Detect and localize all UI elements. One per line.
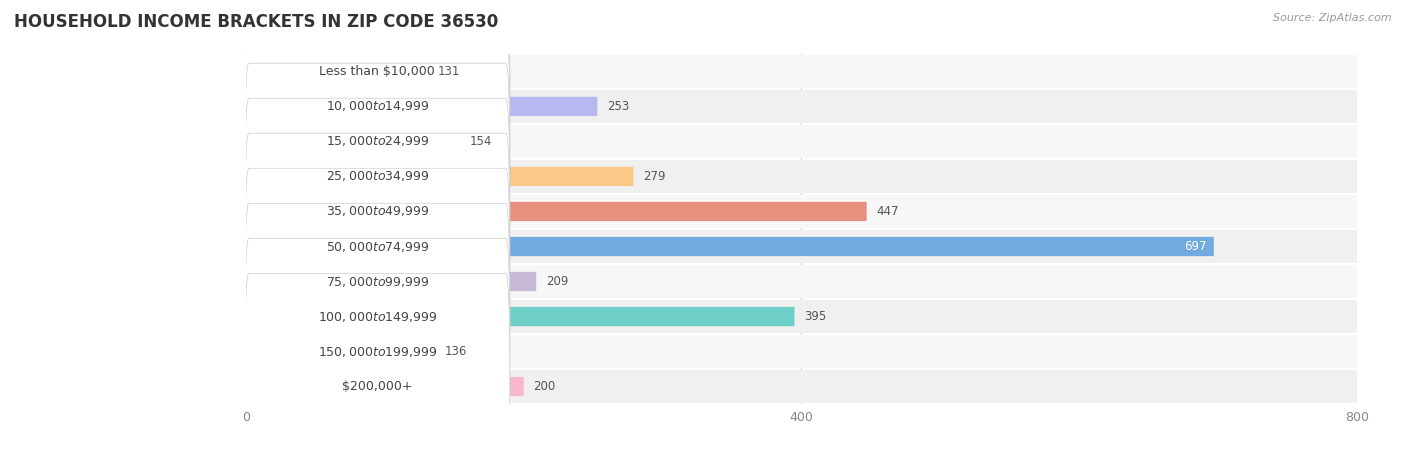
FancyBboxPatch shape xyxy=(245,168,510,395)
Text: 200: 200 xyxy=(533,380,555,393)
FancyBboxPatch shape xyxy=(245,63,510,290)
FancyBboxPatch shape xyxy=(245,0,510,220)
Text: $25,000 to $34,999: $25,000 to $34,999 xyxy=(326,169,429,184)
Text: Source: ZipAtlas.com: Source: ZipAtlas.com xyxy=(1274,13,1392,23)
Text: 697: 697 xyxy=(1184,240,1206,253)
FancyBboxPatch shape xyxy=(246,237,1213,256)
FancyBboxPatch shape xyxy=(245,133,510,360)
FancyBboxPatch shape xyxy=(246,90,1357,123)
FancyBboxPatch shape xyxy=(246,62,427,81)
FancyBboxPatch shape xyxy=(246,55,1357,88)
Text: 209: 209 xyxy=(546,275,568,288)
Text: $75,000 to $99,999: $75,000 to $99,999 xyxy=(326,274,429,289)
FancyBboxPatch shape xyxy=(246,265,1357,298)
Text: 154: 154 xyxy=(470,135,492,148)
Text: $200,000+: $200,000+ xyxy=(342,380,412,393)
FancyBboxPatch shape xyxy=(246,160,1357,193)
Text: $100,000 to $149,999: $100,000 to $149,999 xyxy=(318,309,437,324)
Text: 131: 131 xyxy=(437,65,460,78)
FancyBboxPatch shape xyxy=(245,238,510,449)
FancyBboxPatch shape xyxy=(245,0,510,185)
Text: $50,000 to $74,999: $50,000 to $74,999 xyxy=(326,239,429,254)
Text: Less than $10,000: Less than $10,000 xyxy=(319,65,434,78)
FancyBboxPatch shape xyxy=(246,230,1357,263)
Text: $150,000 to $199,999: $150,000 to $199,999 xyxy=(318,344,437,359)
FancyBboxPatch shape xyxy=(246,300,1357,333)
FancyBboxPatch shape xyxy=(246,195,1357,228)
Text: 447: 447 xyxy=(876,205,898,218)
FancyBboxPatch shape xyxy=(246,307,794,326)
FancyBboxPatch shape xyxy=(246,272,536,291)
Text: HOUSEHOLD INCOME BRACKETS IN ZIP CODE 36530: HOUSEHOLD INCOME BRACKETS IN ZIP CODE 36… xyxy=(14,13,498,31)
FancyBboxPatch shape xyxy=(246,97,598,116)
FancyBboxPatch shape xyxy=(246,132,460,151)
Text: 136: 136 xyxy=(444,345,467,358)
FancyBboxPatch shape xyxy=(246,202,866,221)
Text: $10,000 to $14,999: $10,000 to $14,999 xyxy=(326,99,429,114)
FancyBboxPatch shape xyxy=(246,335,1357,368)
FancyBboxPatch shape xyxy=(246,370,1357,403)
FancyBboxPatch shape xyxy=(245,98,510,325)
Text: 395: 395 xyxy=(804,310,827,323)
FancyBboxPatch shape xyxy=(246,342,434,361)
Text: 253: 253 xyxy=(607,100,630,113)
FancyBboxPatch shape xyxy=(245,28,510,255)
FancyBboxPatch shape xyxy=(246,125,1357,158)
FancyBboxPatch shape xyxy=(245,273,510,449)
Text: $15,000 to $24,999: $15,000 to $24,999 xyxy=(326,134,429,149)
FancyBboxPatch shape xyxy=(246,167,634,186)
Text: $35,000 to $49,999: $35,000 to $49,999 xyxy=(326,204,429,219)
FancyBboxPatch shape xyxy=(245,203,510,430)
Text: 279: 279 xyxy=(643,170,665,183)
FancyBboxPatch shape xyxy=(246,377,524,396)
